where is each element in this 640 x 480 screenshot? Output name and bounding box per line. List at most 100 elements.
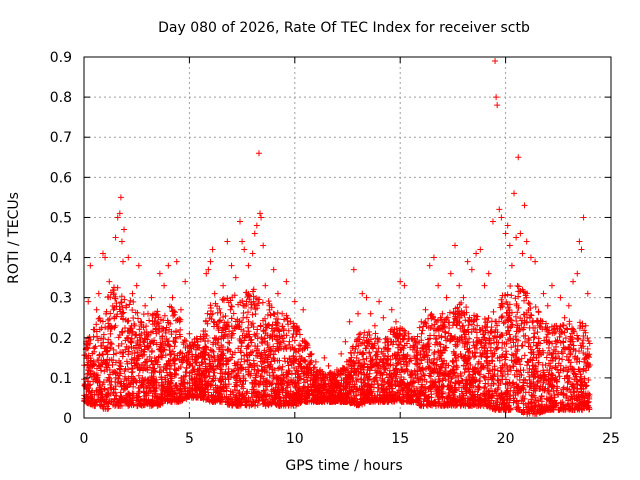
data-point — [520, 311, 527, 318]
data-point — [518, 342, 525, 349]
data-point — [220, 295, 227, 302]
data-point — [481, 315, 488, 322]
data-point — [366, 331, 373, 338]
data-point — [184, 379, 191, 386]
data-point — [444, 314, 451, 321]
data-point — [148, 329, 155, 336]
data-point — [420, 323, 427, 330]
data-point — [121, 296, 128, 303]
data-point — [474, 313, 481, 320]
data-point — [460, 322, 467, 329]
data-point — [413, 349, 420, 356]
data-point — [348, 350, 355, 357]
data-point — [466, 314, 473, 321]
data-point — [222, 313, 229, 320]
data-point — [481, 385, 488, 392]
data-point — [435, 393, 442, 400]
data-point — [457, 325, 464, 332]
data-point — [183, 357, 190, 364]
data-point — [497, 396, 504, 403]
data-point — [279, 363, 286, 370]
data-point — [526, 300, 533, 307]
data-point — [472, 352, 479, 359]
data-point — [495, 318, 502, 325]
data-point — [435, 373, 442, 380]
data-point — [103, 308, 110, 315]
data-point — [301, 357, 308, 364]
data-point — [275, 338, 282, 345]
data-point — [571, 370, 578, 377]
data-point — [508, 367, 515, 374]
data-point — [345, 361, 352, 368]
data-point — [507, 337, 514, 344]
data-point — [491, 363, 498, 370]
data-point — [249, 311, 256, 318]
data-point — [157, 368, 164, 375]
data-point — [256, 398, 263, 405]
data-point — [156, 369, 163, 376]
data-point — [493, 345, 500, 352]
data-point — [118, 383, 125, 390]
chart-title: Day 080 of 2026, Rate Of TEC Index for r… — [158, 20, 530, 36]
data-point — [113, 300, 120, 307]
data-point — [238, 356, 245, 363]
data-point — [494, 367, 501, 374]
data-point — [191, 371, 198, 378]
data-point — [171, 343, 178, 350]
data-point — [84, 371, 91, 378]
data-point — [371, 378, 378, 385]
data-point — [119, 353, 126, 360]
data-point — [491, 339, 498, 346]
data-point — [207, 302, 214, 309]
data-point — [168, 331, 175, 338]
data-point — [189, 353, 196, 360]
data-point — [498, 368, 505, 375]
data-point — [371, 340, 378, 347]
data-point — [220, 335, 227, 342]
data-point — [580, 350, 587, 357]
data-point — [552, 338, 559, 345]
data-point — [122, 397, 129, 404]
data-point — [183, 352, 190, 359]
data-point — [419, 327, 426, 334]
data-point — [267, 380, 274, 387]
data-point — [550, 388, 557, 395]
data-point — [556, 333, 563, 340]
data-point — [361, 371, 368, 378]
data-point — [507, 324, 514, 331]
data-point — [112, 322, 119, 329]
data-point — [214, 309, 221, 316]
data-point — [228, 368, 235, 375]
data-point — [228, 303, 235, 310]
data-point — [567, 350, 574, 357]
data-point — [142, 392, 149, 399]
data-points — [81, 58, 593, 417]
data-point — [238, 365, 245, 372]
data-point — [352, 345, 359, 352]
data-point — [292, 383, 299, 390]
data-point — [90, 358, 97, 365]
data-point — [293, 367, 300, 374]
data-point — [498, 314, 505, 321]
data-point — [391, 380, 398, 387]
data-point — [283, 344, 290, 351]
data-point — [92, 343, 99, 350]
data-point — [258, 334, 265, 341]
data-point — [562, 335, 569, 342]
data-point — [273, 322, 280, 329]
data-point — [515, 390, 522, 397]
data-point — [531, 330, 538, 337]
data-point — [96, 315, 103, 322]
data-point — [532, 365, 539, 372]
data-point — [157, 316, 164, 323]
data-point — [543, 320, 550, 327]
data-point — [403, 340, 410, 347]
data-point — [118, 340, 125, 347]
data-point — [259, 299, 266, 306]
data-point — [227, 306, 234, 313]
data-point — [520, 333, 527, 340]
data-point — [107, 310, 114, 317]
data-point — [515, 283, 522, 290]
data-point — [286, 338, 293, 345]
data-point — [151, 317, 158, 324]
